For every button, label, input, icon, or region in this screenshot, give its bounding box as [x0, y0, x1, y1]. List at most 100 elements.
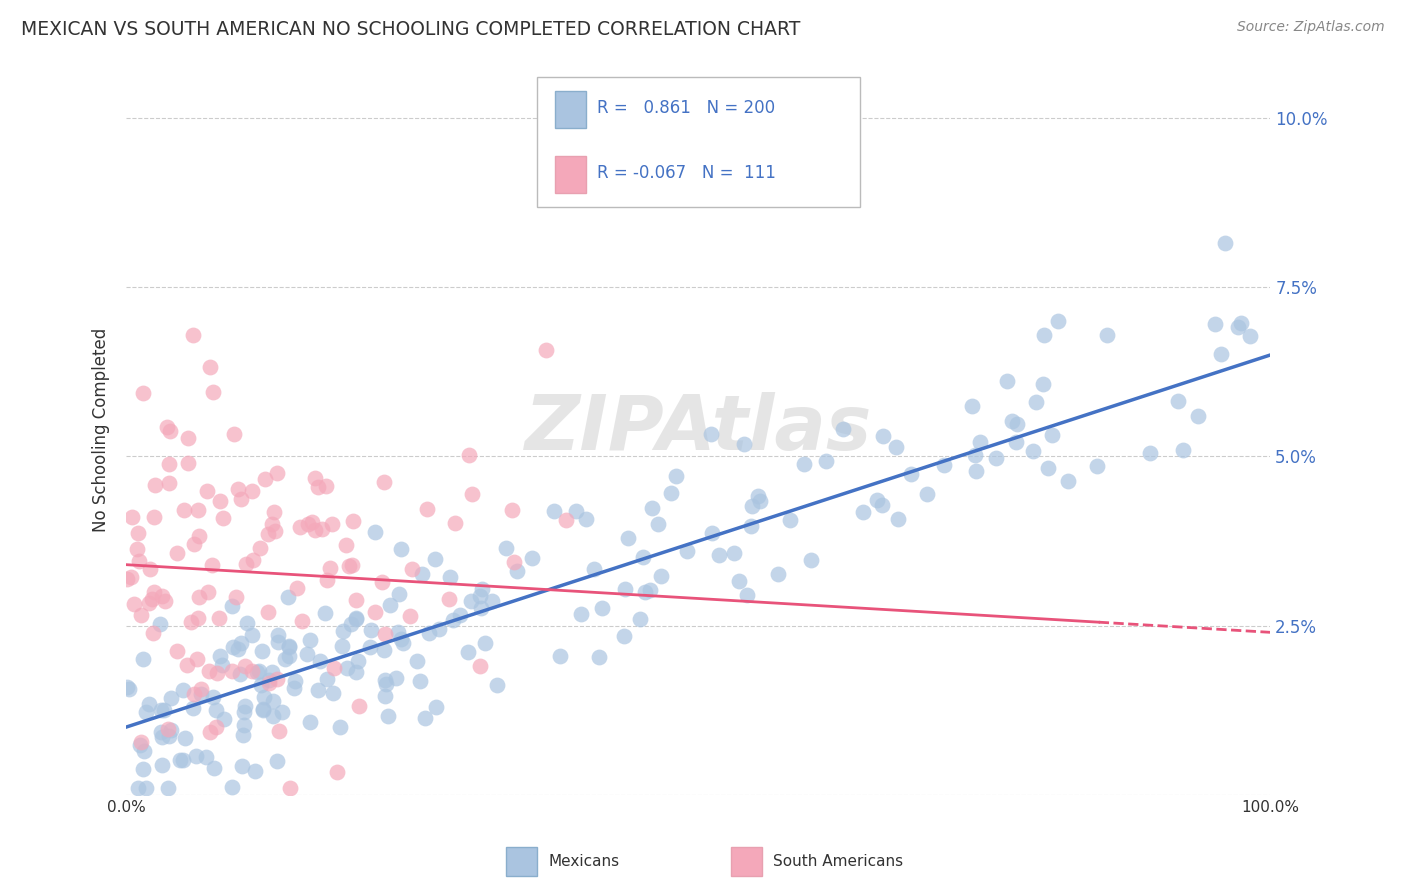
Point	[150, 730, 173, 744]
Point	[747, 489, 769, 503]
Point	[124, 597, 146, 611]
Point	[301, 516, 323, 530]
Point	[145, 477, 167, 491]
Point	[439, 570, 461, 584]
Point	[159, 723, 181, 737]
Point	[364, 524, 387, 539]
Point	[181, 701, 204, 715]
Point	[360, 623, 382, 637]
Point	[799, 552, 821, 566]
Point	[142, 626, 165, 640]
Point	[201, 558, 224, 573]
Point	[172, 753, 194, 767]
Point	[316, 573, 339, 587]
Point	[208, 494, 231, 508]
Point	[166, 546, 188, 560]
Point	[198, 360, 221, 375]
Point	[1230, 316, 1253, 330]
Point	[506, 564, 529, 578]
Y-axis label: No Schooling Completed: No Schooling Completed	[93, 327, 110, 532]
Point	[128, 554, 150, 568]
Point	[250, 644, 273, 658]
Point	[256, 605, 278, 619]
Point	[205, 703, 228, 717]
Point	[304, 471, 326, 485]
Point	[378, 598, 401, 612]
Point	[374, 626, 396, 640]
Point	[1001, 414, 1024, 428]
Point	[298, 715, 321, 730]
Point	[640, 583, 662, 598]
Point	[339, 617, 361, 632]
Point	[536, 343, 558, 357]
Point	[543, 503, 565, 517]
Point	[149, 703, 172, 717]
Point	[707, 548, 730, 562]
Point	[316, 672, 339, 686]
Point	[225, 591, 247, 605]
Point	[132, 652, 155, 666]
Point	[1085, 459, 1108, 474]
Point	[160, 691, 183, 706]
Point	[399, 608, 422, 623]
Point	[887, 512, 910, 526]
Point	[418, 625, 440, 640]
Point	[260, 665, 283, 679]
Point	[186, 652, 208, 666]
Point	[336, 660, 359, 674]
Point	[391, 636, 413, 650]
Point	[370, 575, 392, 590]
Point	[222, 640, 245, 655]
Point	[1005, 435, 1028, 450]
Point	[262, 694, 284, 708]
Point	[307, 480, 329, 494]
Point	[156, 723, 179, 737]
Point	[409, 674, 432, 689]
Point	[253, 690, 276, 705]
Point	[254, 472, 277, 486]
Point	[297, 648, 319, 662]
Point	[177, 432, 200, 446]
Point	[235, 557, 257, 571]
Point	[177, 456, 200, 470]
Point	[232, 705, 254, 719]
Point	[700, 426, 723, 441]
Point	[344, 612, 367, 626]
Point	[190, 681, 212, 696]
Point	[1022, 444, 1045, 458]
Point	[187, 590, 209, 604]
Point	[659, 486, 682, 500]
Text: ZIPAtlas: ZIPAtlas	[524, 392, 872, 467]
Point	[315, 478, 337, 492]
Point	[346, 654, 368, 668]
Point	[240, 664, 263, 678]
Point	[1204, 318, 1226, 332]
Point	[159, 424, 181, 438]
Point	[733, 437, 755, 451]
Point	[297, 517, 319, 532]
Point	[127, 525, 149, 540]
Point	[257, 673, 280, 688]
Point	[702, 525, 724, 540]
Point	[120, 570, 142, 584]
Point	[129, 608, 152, 623]
Point	[198, 724, 221, 739]
Point	[233, 718, 256, 732]
Point	[870, 498, 893, 512]
Point	[259, 676, 281, 690]
Point	[647, 516, 669, 531]
Point	[138, 596, 160, 610]
Point	[474, 636, 496, 650]
Point	[728, 574, 751, 588]
Point	[1040, 427, 1063, 442]
Point	[1239, 329, 1261, 343]
Point	[423, 552, 446, 566]
Point	[118, 681, 141, 696]
Point	[207, 666, 229, 681]
Point	[613, 582, 636, 597]
Point	[197, 585, 219, 599]
Point	[779, 513, 801, 527]
Point	[266, 466, 288, 480]
Point	[387, 624, 409, 639]
Text: R =   0.861   N = 200: R = 0.861 N = 200	[598, 99, 775, 117]
